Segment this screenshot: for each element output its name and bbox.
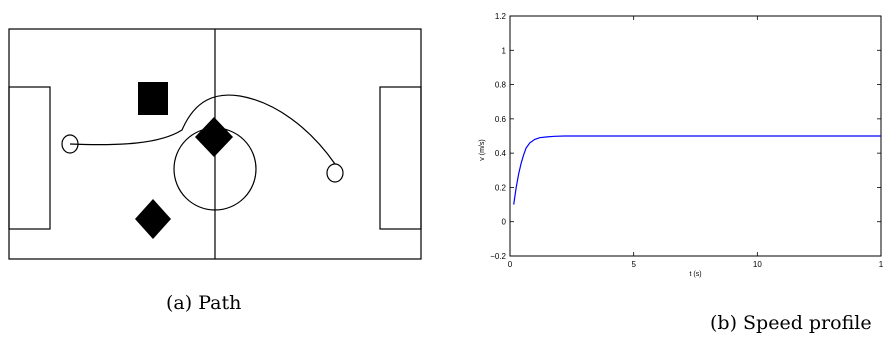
- caption-path: (a) Path: [166, 292, 242, 314]
- y-tick-label: 0: [502, 218, 507, 227]
- y-tick-label: 0.6: [495, 115, 507, 124]
- y-tick-label: −0.2: [490, 252, 506, 261]
- y-tick-label: 0.8: [495, 81, 507, 90]
- path-panel: [0, 0, 430, 338]
- obstacle-diamond-lower: [135, 199, 171, 239]
- y-tick-label: 1: [502, 46, 507, 55]
- x-tick-label: 0: [508, 260, 513, 269]
- left-penalty-box: [8, 86, 51, 230]
- x-tick-label: 1: [879, 260, 884, 269]
- speed-series-line: [513, 135, 881, 205]
- obstacle-diamond-center: [195, 117, 233, 157]
- y-tick-label: 0.4: [495, 149, 507, 158]
- caption-speed-profile: (b) Speed profile: [710, 312, 872, 334]
- y-tick-label: 1.2: [495, 12, 507, 21]
- goal-marker: [326, 163, 344, 183]
- x-tick-label: 10: [753, 260, 762, 269]
- x-tick-label: 5: [631, 260, 636, 269]
- right-penalty-box: [379, 86, 422, 230]
- speed-profile-panel: 0 5 10 1 −0.2 0 0.2 0.4 0.6 0.8 1 1.2 t (s) v (m/s): [440, 0, 886, 338]
- robot-path: [69, 94, 336, 165]
- y-tick-label: 0.2: [495, 183, 507, 192]
- soccer-field-diagram: [8, 28, 422, 260]
- speed-profile-chart: 0 5 10 1−0.200.20.40.60.811.2 t (s) v (m/s): [479, 12, 884, 278]
- obstacle-square: [138, 82, 168, 115]
- x-axis-label: t (s): [689, 271, 701, 278]
- y-axis-label: v (m/s): [479, 139, 486, 160]
